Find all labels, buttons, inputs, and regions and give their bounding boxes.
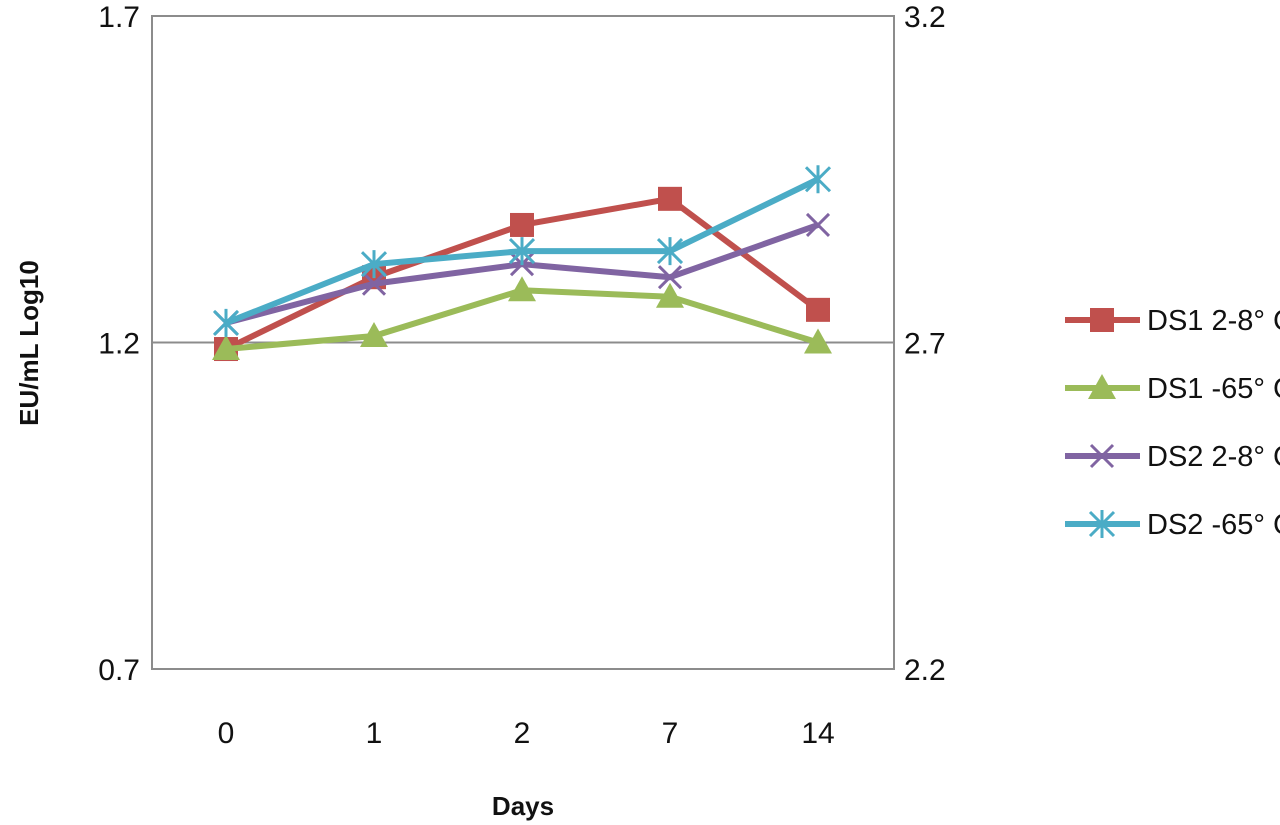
y-axis-right: 2.2 2.7 3.2 <box>904 1 946 687</box>
marker-triangle <box>508 276 536 302</box>
marker-asterisk <box>1088 510 1116 538</box>
marker-asterisk <box>360 250 388 279</box>
marker-x <box>657 265 683 290</box>
legend-item: DS1 2-8° C <box>1065 305 1280 337</box>
y2-tick-label: 3.2 <box>904 1 946 34</box>
x-axis: 0 1 2 7 14 <box>218 717 835 750</box>
legend: DS1 2-8° C DS1 -65° C DS2 2-8° C DS2 -65… <box>1065 305 1280 541</box>
legend-swatch-x <box>1065 443 1140 469</box>
legend-swatch-triangle <box>1065 374 1140 399</box>
x-tick-label: 2 <box>514 717 531 750</box>
legend-item: DS1 -65° C <box>1065 373 1280 405</box>
x-axis-title: Days <box>492 791 554 821</box>
legend-swatch-square <box>1065 308 1140 332</box>
marker-triangle <box>804 328 832 354</box>
y-tick-label: 0.7 <box>98 654 140 687</box>
y2-tick-label: 2.2 <box>904 654 946 687</box>
marker-square <box>806 297 830 322</box>
y-tick-label: 1.7 <box>98 1 140 34</box>
series <box>214 186 830 362</box>
marker-square <box>510 212 534 237</box>
x-tick-label: 1 <box>366 717 383 750</box>
marker-square <box>1090 308 1114 332</box>
series <box>212 165 832 337</box>
series-layer <box>212 165 832 362</box>
marker-x <box>805 212 831 238</box>
legend-label: DS1 -65° C <box>1147 373 1280 405</box>
marker-triangle <box>360 321 388 347</box>
series <box>212 276 832 361</box>
legend-label: DS2 2-8° C <box>1147 441 1280 473</box>
y2-tick-label: 2.7 <box>904 328 946 361</box>
marker-asterisk <box>212 308 240 337</box>
marker-triangle <box>212 335 240 361</box>
legend-label: DS2 -65° C <box>1147 509 1280 541</box>
y-axis-title: EU/mL Log10 <box>14 260 44 426</box>
marker-x <box>1089 443 1115 469</box>
marker-triangle <box>1088 374 1116 399</box>
x-tick-label: 7 <box>662 717 679 750</box>
marker-asterisk <box>804 165 832 194</box>
y-tick-label: 1.2 <box>98 328 140 361</box>
x-tick-label: 14 <box>801 717 834 750</box>
marker-triangle <box>656 282 684 308</box>
legend-label: DS1 2-8° C <box>1147 305 1280 337</box>
legend-item: DS2 2-8° C <box>1065 441 1280 473</box>
y-axis-left: 0.7 1.2 1.7 <box>98 1 140 687</box>
marker-asterisk <box>508 237 536 266</box>
marker-asterisk <box>656 237 684 266</box>
x-tick-label: 0 <box>218 717 235 750</box>
legend-item: DS2 -65° C <box>1065 509 1280 541</box>
marker-square <box>658 186 682 211</box>
legend-swatch-asterisk <box>1065 510 1140 538</box>
marker-x <box>361 271 387 296</box>
